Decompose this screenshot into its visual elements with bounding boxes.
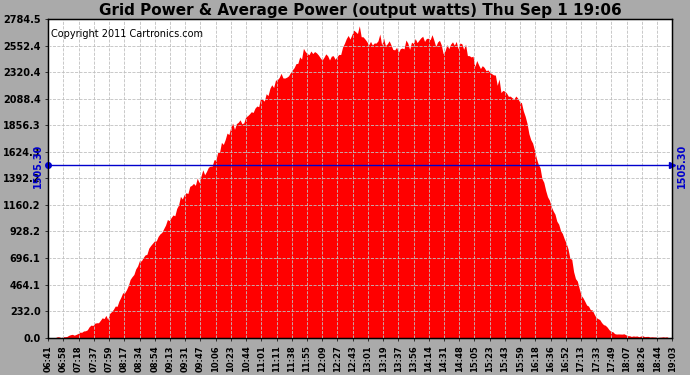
- Text: Copyright 2011 Cartronics.com: Copyright 2011 Cartronics.com: [51, 28, 204, 39]
- Title: Grid Power & Average Power (output watts) Thu Sep 1 19:06: Grid Power & Average Power (output watts…: [99, 3, 622, 18]
